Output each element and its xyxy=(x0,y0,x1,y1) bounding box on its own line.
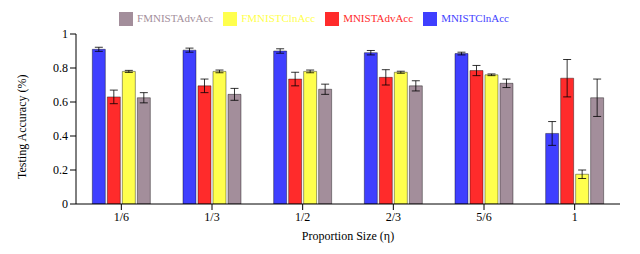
html-text:FMNISTAdvAcc: FMNISTAdvAcc xyxy=(137,12,214,24)
svg-text:1: 1 xyxy=(572,210,578,224)
svg-text:1/2: 1/2 xyxy=(295,210,310,224)
svg-text:2/3: 2/3 xyxy=(386,210,401,224)
svg-text:0: 0 xyxy=(62,197,68,211)
html-text:MNISTAdvAcc: MNISTAdvAcc xyxy=(343,12,414,24)
svg-text:1: 1 xyxy=(62,27,68,41)
svg-text:0.2: 0.2 xyxy=(53,163,68,177)
svg-text:5/6: 5/6 xyxy=(476,210,491,224)
svg-text:0.6: 0.6 xyxy=(53,95,68,109)
svg-text:1/6: 1/6 xyxy=(114,210,129,224)
svg-text:0.8: 0.8 xyxy=(53,61,68,75)
html-text:MNISTClnAcc: MNISTClnAcc xyxy=(441,12,509,24)
svg-text:Testing Accuracy (%): Testing Accuracy (%) xyxy=(15,75,29,179)
svg-text:0.4: 0.4 xyxy=(53,129,68,143)
svg-text:Proportion Size (η): Proportion Size (η) xyxy=(302,229,394,243)
svg-text:1/3: 1/3 xyxy=(204,210,219,224)
html-text:FMNISTClnAcc: FMNISTClnAcc xyxy=(241,12,316,24)
